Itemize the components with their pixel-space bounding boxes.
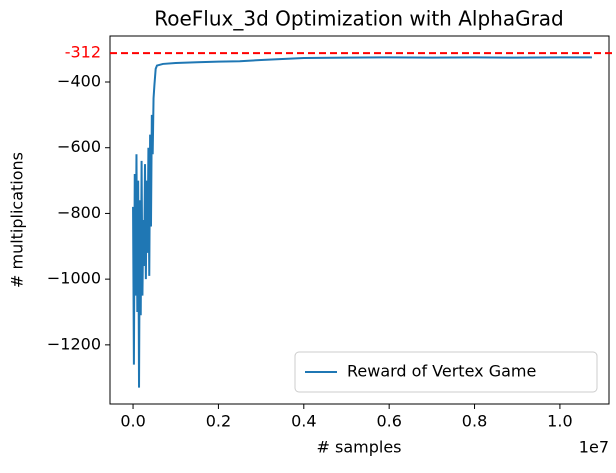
y-tick-label: −1200 [47, 334, 101, 353]
x-tick-label: 0.2 [206, 412, 231, 431]
legend-label: Reward of Vertex Game [347, 362, 536, 381]
y-tick-label: −1000 [47, 269, 101, 288]
y-tick-label: −800 [57, 203, 101, 222]
x-axis-label: # samples [317, 438, 402, 457]
x-tick-label: 0.8 [462, 412, 487, 431]
legend-box [294, 351, 598, 393]
x-tick-label: 0.4 [291, 412, 316, 431]
x-offset-label: 1e7 [579, 438, 609, 457]
plot-frame [109, 35, 610, 405]
x-tick-label: 0.6 [376, 412, 401, 431]
data-line [132, 56, 592, 388]
y-tick-label: −600 [57, 137, 101, 156]
x-tick-label: 0.0 [120, 412, 145, 431]
x-tick-label: 1.0 [547, 412, 572, 431]
y-axis-label: # multiplications [8, 152, 27, 288]
chart-title: RoeFlux_3d Optimization with AlphaGrad [154, 7, 564, 31]
reference-label: -312 [65, 43, 101, 62]
y-tick-label: −400 [57, 72, 101, 91]
